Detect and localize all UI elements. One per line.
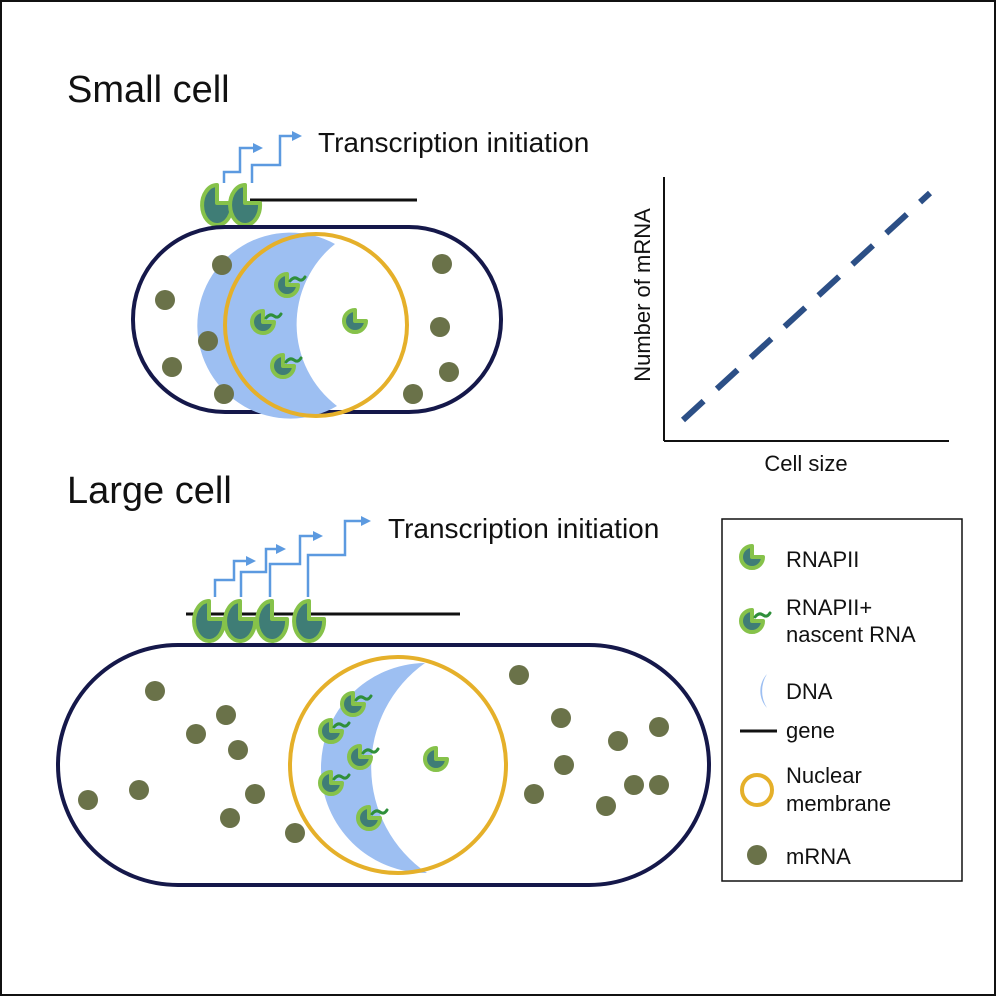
large-cell-initiation-arrow (306, 516, 371, 597)
mrna-dot (285, 823, 305, 843)
small-cell-nucleus (223, 232, 409, 418)
large-cell-arrow-label: Transcription initiation (388, 513, 659, 544)
large-cell-initiation-arrow (268, 531, 323, 597)
mrna-dot (649, 717, 669, 737)
mrna-dot (524, 784, 544, 804)
legend-label: mRNA (786, 844, 851, 869)
mrna-dot (551, 708, 571, 728)
plot-trend-line (680, 190, 933, 423)
mrna-dot-icon (747, 845, 767, 865)
legend-box (721, 518, 963, 882)
small-cell-mrna-group (155, 254, 459, 404)
mrna-dot (198, 331, 218, 351)
legend-label: RNAPII+ nascent RNA (786, 595, 916, 647)
mrna-dot (155, 290, 175, 310)
large-cell-mrna-group (78, 665, 669, 843)
mrna-dot (228, 740, 248, 760)
mrna-dot (439, 362, 459, 382)
size-scaling-plot: Cell size Number of mRNA (630, 177, 949, 476)
small-cell-title: Small cell (67, 69, 230, 111)
mrna-dot (596, 796, 616, 816)
mrna-dot (78, 790, 98, 810)
plot-ylabel: Number of mRNA (630, 208, 655, 382)
legend-label: gene (786, 718, 835, 743)
small-cell-initiation-arrow (250, 131, 302, 183)
mrna-dot (245, 784, 265, 804)
legend: RNAPII RNAPII+ nascent RNA DNA gene Nucl… (721, 518, 963, 882)
mrna-dot (509, 665, 529, 685)
mrna-dot (624, 775, 644, 795)
nuclear-membrane-icon (740, 773, 774, 807)
mrna-dot (186, 724, 206, 744)
dna-icon (760, 674, 767, 708)
large-cell-initiation-arrow (213, 556, 256, 597)
mrna-dot (145, 681, 165, 701)
mrna-dot (649, 775, 669, 795)
small-cell-initiation-arrow (222, 143, 263, 183)
large-cell-body (56, 643, 711, 887)
large-cell-initiation-arrow (239, 544, 286, 597)
large-cell-title: Large cell (67, 470, 232, 512)
mrna-dot (403, 384, 423, 404)
small-cell-arrow-label: Transcription initiation (318, 127, 589, 158)
mrna-dot (162, 357, 182, 377)
mrna-dot (430, 317, 450, 337)
legend-label: DNA (786, 679, 833, 704)
large-cell-nucleus (288, 655, 508, 875)
mrna-dot (212, 255, 232, 275)
mrna-dot (608, 731, 628, 751)
plot-xlabel: Cell size (764, 451, 847, 476)
mrna-dot (432, 254, 452, 274)
mrna-dot (214, 384, 234, 404)
mrna-dot (220, 808, 240, 828)
mrna-dot (216, 705, 236, 725)
mrna-dot (129, 780, 149, 800)
mrna-dot (554, 755, 574, 775)
legend-label: RNAPII (786, 547, 859, 572)
legend-label: Nuclear membrane (786, 763, 891, 816)
